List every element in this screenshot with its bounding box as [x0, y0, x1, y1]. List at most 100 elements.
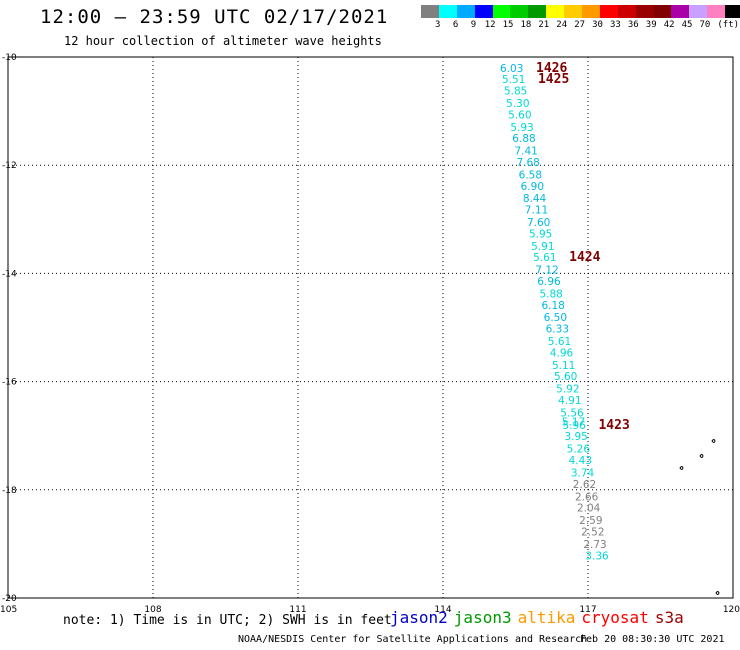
- legend-swatch: [421, 5, 439, 18]
- legend-label: 6: [452, 20, 459, 30]
- page-title: 12:00 – 23:59 UTC 02/17/2021: [40, 6, 389, 28]
- wave-height-value: 6.18: [541, 300, 564, 312]
- pass-time-label: 1426: [536, 61, 567, 76]
- wave-height-value: 2.62: [573, 479, 596, 491]
- wave-height-value: 5.30: [506, 98, 529, 110]
- legend-swatch: [438, 5, 457, 18]
- pass-time-label: 1424: [569, 250, 600, 265]
- wave-height-value: 4.43: [569, 455, 592, 467]
- legend-label: 33: [610, 20, 621, 30]
- legend-label: 45: [681, 20, 693, 30]
- latitude-tick-label: -16: [2, 378, 17, 388]
- pass-time-label: 1423: [598, 418, 629, 433]
- wave-height-value: 5.95: [529, 228, 552, 240]
- page-subtitle: 12 hour collection of altimeter wave hei…: [64, 34, 382, 48]
- legend-label: 18: [520, 20, 532, 30]
- wave-height-value: 5.60: [508, 109, 531, 121]
- legend-swatch: [564, 5, 583, 18]
- island-icon: [715, 591, 720, 595]
- legend-swatch: [528, 5, 547, 18]
- latitude-tick-label: -14: [2, 269, 17, 279]
- wave-height-value: 5.61: [548, 336, 571, 348]
- wave-height-value: 7.60: [527, 217, 550, 229]
- legend-label: 70: [699, 20, 711, 30]
- wave-height-value: 5.26: [567, 444, 591, 456]
- satellite-name: s3a: [654, 608, 684, 627]
- latitude-tick-label: -20: [2, 594, 17, 604]
- legend-swatch: [582, 5, 600, 18]
- footnote: note: 1) Time is in UTC; 2) SWH is in fe…: [63, 613, 392, 628]
- pass-time-label: 1425: [538, 72, 569, 87]
- wave-height-value: 6.50: [544, 312, 567, 324]
- legend-label: 21: [538, 20, 550, 30]
- wave-height-value: 2.66: [575, 491, 599, 503]
- wave-height-value: 7.12: [535, 265, 558, 277]
- legend-swatch: [671, 5, 690, 18]
- legend-label: 12: [484, 20, 496, 30]
- legend-label: 3: [435, 20, 441, 30]
- legend-swatch: [546, 5, 565, 18]
- legend-labels: 3 6 9 12 15 18 21 24 27 30 33 36 39 42 45 70 (ft): [421, 20, 739, 34]
- longitude-tick-label: 111: [289, 605, 306, 615]
- credit-line: NOAA/NESDIS Center for Satellite Applica…: [238, 634, 588, 645]
- wave-height-value: 3.36: [585, 550, 609, 562]
- longitude-tick-label: 117: [579, 605, 596, 615]
- legend-label: 42: [663, 20, 675, 30]
- legend-swatch: [617, 5, 636, 18]
- color-legend: 3 6 9 12 15 18 21 24 27 30 33 36 39 42 45 70 (ft): [421, 5, 740, 30]
- latitude-tick-label: -18: [2, 486, 17, 496]
- island-icon: [679, 466, 684, 470]
- wave-height-value: 5.96: [562, 420, 586, 432]
- wave-height-value: 5.11: [552, 360, 575, 372]
- legend-swatch: [707, 5, 726, 18]
- wave-height-value: 4.96: [550, 347, 574, 359]
- legend-swatch: [456, 5, 475, 18]
- wave-height-value: 6.33: [546, 324, 569, 336]
- legend-label: 30: [592, 20, 603, 30]
- wave-height-value: 6.58: [519, 169, 542, 181]
- wave-height-value: 5.51: [502, 74, 525, 86]
- wave-height-value: 2.73: [583, 539, 606, 551]
- legend-swatch: [725, 5, 740, 18]
- wave-height-value: 5.85: [504, 86, 527, 98]
- satellite-name: jason2: [390, 608, 448, 627]
- legend-swatch: [689, 5, 708, 18]
- wave-height-value: 5.88: [539, 288, 562, 300]
- satellite-name: altika: [517, 608, 576, 627]
- wave-height-value: 5.92: [556, 384, 579, 396]
- wave-height-value: 7.11: [525, 205, 548, 217]
- legend-label: 24: [556, 20, 568, 30]
- legend-label: (ft): [717, 20, 740, 30]
- timestamp: Feb 20 08:30:30 UTC 2021: [580, 634, 725, 645]
- legend-swatch: [599, 5, 618, 18]
- legend-label: 39: [645, 20, 657, 30]
- legend-label: 9: [470, 20, 477, 30]
- satellite-name: jason3: [453, 608, 512, 627]
- wave-height-value: 5.93: [510, 122, 533, 134]
- longitude-tick-label: 120: [723, 605, 740, 615]
- wave-height-value: 6.96: [537, 276, 561, 288]
- wave-height-value: 5.60: [554, 371, 577, 383]
- legend-label: 15: [502, 20, 514, 30]
- satellite-name: cryosat: [581, 608, 649, 627]
- wave-height-value: 7.41: [514, 146, 537, 158]
- wave-height-value: 2.59: [579, 515, 602, 527]
- legend-swatch: [635, 5, 654, 18]
- legend-swatch: [474, 5, 493, 18]
- legend-label: 27: [574, 20, 586, 30]
- longitude-tick-label: 114: [434, 605, 451, 615]
- legend-swatch: [510, 5, 529, 18]
- latitude-tick-label: -10: [2, 53, 17, 63]
- legend-swatch: [492, 5, 511, 18]
- wave-height-value: 5.56: [560, 407, 584, 419]
- wave-height-value: 3.74: [571, 467, 595, 479]
- wave-height-value: 2.04: [577, 503, 601, 515]
- wave-height-value: 3.95: [564, 431, 587, 443]
- wave-height-value: 7.68: [516, 157, 539, 169]
- island-icon: [699, 454, 704, 458]
- wave-height-value: 2.52: [581, 526, 604, 538]
- wave-height-value: 4.91: [558, 395, 581, 407]
- map-frame: [7, 56, 734, 599]
